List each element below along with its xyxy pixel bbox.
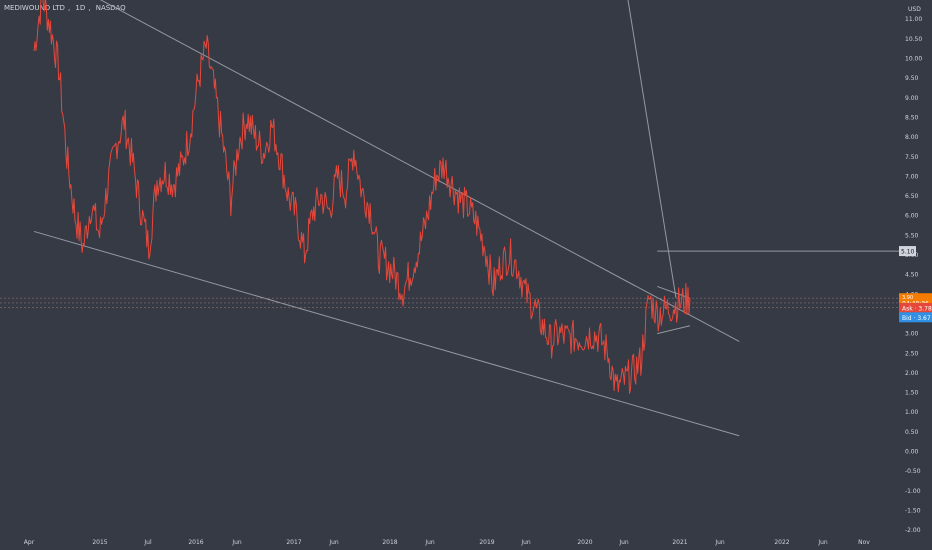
trendlines [0,0,901,437]
y-tick-label: 1.00 [905,409,919,416]
y-tick-label: 5.50 [905,232,919,239]
y-tick-label: 3.00 [905,331,919,338]
y-tick-label: 6.50 [905,193,919,200]
trendline[interactable] [657,325,691,335]
y-tick-label: -2.00 [905,527,921,534]
price-axis[interactable]: USD 11.00 10.50 10.00 9.50 9.00 8.50 8.00 7.50 7.… [905,6,922,534]
x-tick-label: 2015 [92,539,107,546]
y-tick-label: 1.50 [905,390,919,397]
bid-badge-bg [899,312,932,323]
y-tick-label: 10.00 [905,56,922,63]
symbol-name: MEDIWOUND LTD [4,4,65,12]
y-tick-label: 2.50 [905,350,919,357]
y-tick-label: 0.00 [905,449,919,456]
x-tick-label: 2020 [577,539,592,546]
x-tick-label: 2022 [774,539,789,546]
x-tick-label: Nov [858,539,870,546]
x-tick-label: 2016 [188,539,203,546]
x-tick-label: Jun [520,539,531,546]
y-tick-label: 7.50 [905,154,919,161]
price-line [33,0,691,394]
x-tick-label: Jun [817,539,828,546]
x-tick-label: 2021 [672,539,687,546]
x-tick-label: 2019 [479,539,494,546]
x-tick-label: Jun [618,539,629,546]
level-badge-text: 5.10 [901,249,915,256]
trendline[interactable] [33,230,740,437]
x-tick-label: Jun [424,539,435,546]
chart-title: MEDIWOUND LTD, 1D, NASDAQ [4,4,126,12]
y-tick-label: 8.00 [905,134,919,141]
y-tick-label: 0.50 [905,429,919,436]
ask-badge-text: Ask · 3.78 [902,305,932,312]
y-tick-label: 9.50 [905,75,919,82]
y-tick-label: -1.00 [905,488,921,495]
y-tick-label: 2.00 [905,370,919,377]
price-series [33,0,691,394]
level-badge-bg [899,246,916,257]
trendline[interactable] [34,0,740,342]
bid-badge-text: Bid · 3.67 [902,315,931,322]
y-tick-label: 10.50 [905,36,922,43]
x-tick-label: Jun [231,539,242,546]
x-tick-label: Jun [328,539,339,546]
y-tick-label: 8.50 [905,114,919,121]
y-tick-label: 4.50 [905,272,919,279]
trendline[interactable] [657,285,691,299]
y-tick-label: 9.00 [905,95,919,102]
ask-badge-bg [899,302,932,313]
current-price-text: 3.90 [902,295,913,301]
y-tick-label: 6.00 [905,213,919,220]
y-tick-label: -1.50 [905,507,921,514]
exchange-label: NASDAQ [95,4,126,12]
y-tick-label: 7.00 [905,173,919,180]
x-tick-label: 2017 [286,539,301,546]
y-tick-label: 11.00 [905,16,922,23]
x-tick-label: 2018 [382,539,397,546]
time-axis[interactable]: Apr 2015 Jul 2016 Jun 2017 Jun 2018 Jun 2019 Jun 20… [24,539,870,546]
vertical-trendline[interactable] [627,0,677,299]
y-tick-label: -0.50 [905,468,921,475]
x-tick-label: Jul [143,539,152,546]
currency-label: USD [908,6,921,13]
interval-label: 1D [75,4,86,12]
x-tick-label: Apr [24,539,35,546]
x-tick-label: Jun [714,539,725,546]
